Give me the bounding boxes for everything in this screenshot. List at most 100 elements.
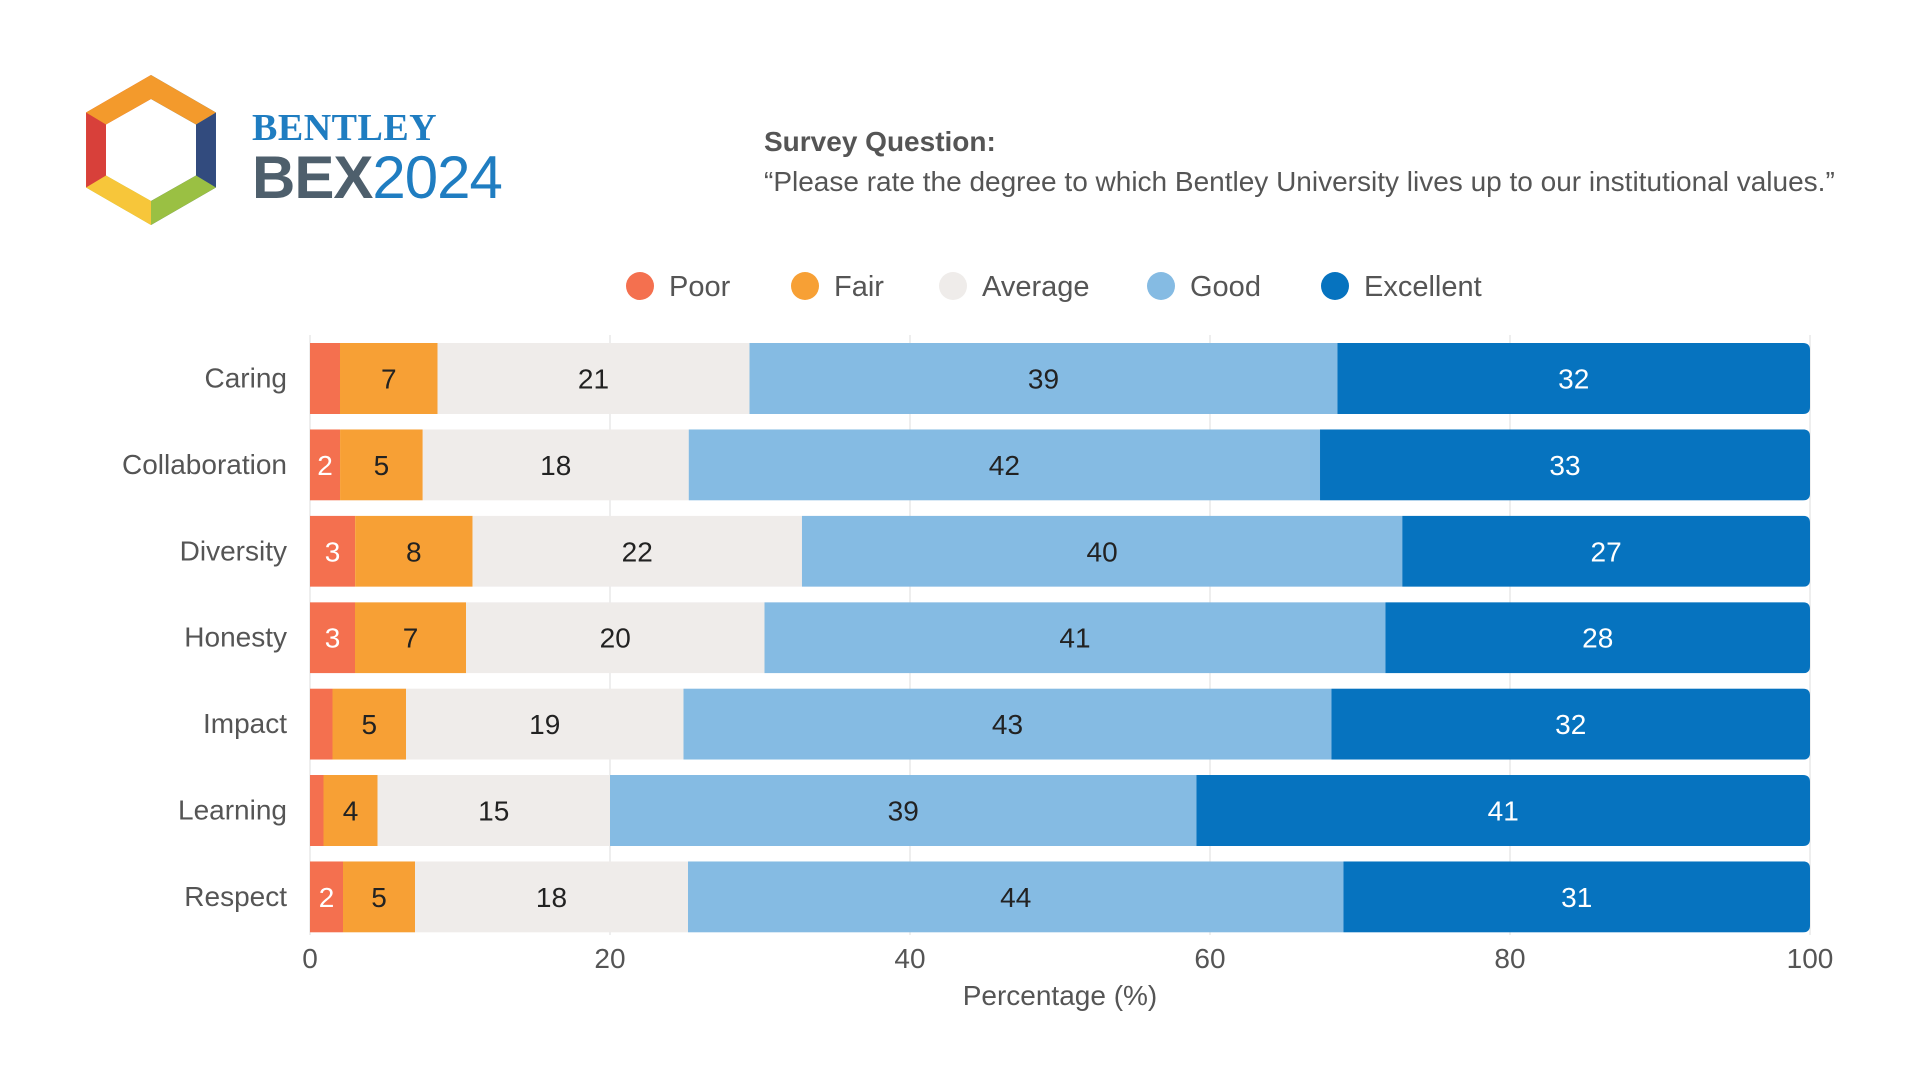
data-label: 2 bbox=[317, 450, 333, 481]
bar-segment-good bbox=[688, 861, 1344, 933]
data-label: 18 bbox=[540, 450, 571, 481]
data-label: 2 bbox=[319, 882, 335, 913]
legend-swatch-fair bbox=[791, 272, 819, 300]
bar-segment-average bbox=[377, 775, 610, 846]
bar-segment-poor bbox=[310, 429, 341, 501]
data-label: 33 bbox=[1549, 450, 1580, 481]
data-label: 7 bbox=[381, 364, 397, 395]
bar-segment-average bbox=[466, 602, 765, 674]
bar-segment-poor bbox=[310, 688, 333, 760]
bar-segment-poor bbox=[310, 861, 343, 933]
x-tick-label: 20 bbox=[594, 943, 625, 974]
legend-label-poor: Poor bbox=[669, 271, 731, 303]
bar-segment-excellent bbox=[1196, 775, 1810, 846]
data-label: 40 bbox=[1087, 536, 1118, 567]
brand-year: 2024 bbox=[372, 144, 502, 211]
data-label: 18 bbox=[536, 882, 567, 913]
bar-segment-poor bbox=[310, 343, 340, 414]
data-label: 3 bbox=[325, 623, 341, 654]
data-label: 20 bbox=[600, 623, 631, 654]
bar-row-diversity bbox=[310, 515, 1810, 587]
bar-segment-good bbox=[688, 429, 1321, 501]
bar-segment-fair bbox=[323, 775, 378, 846]
bar-segment-excellent bbox=[1402, 515, 1810, 587]
data-label: 41 bbox=[1488, 796, 1519, 827]
legend-label-excellent: Excellent bbox=[1364, 271, 1482, 303]
bar-segment-good bbox=[764, 602, 1386, 674]
bar-segment-fair bbox=[340, 343, 438, 414]
legend-label-average: Average bbox=[982, 271, 1090, 303]
bar-row-collaboration bbox=[310, 429, 1810, 501]
x-tick-label: 60 bbox=[1194, 943, 1225, 974]
legend-swatch-good bbox=[1147, 272, 1175, 300]
category-label: Honesty bbox=[184, 622, 287, 653]
data-label: 5 bbox=[374, 450, 390, 481]
data-label: 39 bbox=[888, 796, 919, 827]
data-label: 8 bbox=[406, 536, 422, 567]
bar-segment-fair bbox=[355, 515, 473, 587]
data-label: 7 bbox=[403, 623, 419, 654]
legend-swatch-average bbox=[939, 272, 967, 300]
survey-title: Survey Question: bbox=[764, 126, 996, 157]
bar-segment-average bbox=[406, 688, 684, 760]
bar-segment-average bbox=[472, 515, 802, 587]
bar-row-honesty bbox=[310, 602, 1810, 674]
data-label: 21 bbox=[578, 364, 609, 395]
survey-question-text: “Please rate the degree to which Bentley… bbox=[764, 166, 1835, 197]
data-label: 27 bbox=[1591, 536, 1622, 567]
bar-segment-poor bbox=[310, 515, 356, 587]
bar-segment-fair bbox=[332, 688, 406, 760]
legend-swatch-poor bbox=[626, 272, 654, 300]
bar-segment-excellent bbox=[1331, 688, 1810, 760]
bex-logo bbox=[86, 75, 216, 225]
bar-segment-good bbox=[610, 775, 1197, 846]
bar-segment-fair bbox=[340, 429, 423, 501]
bar-segment-fair bbox=[355, 602, 466, 674]
data-label: 32 bbox=[1558, 364, 1589, 395]
category-label: Learning bbox=[178, 795, 287, 826]
data-label: 28 bbox=[1582, 623, 1613, 654]
category-label: Impact bbox=[203, 708, 287, 739]
bar-row-learning bbox=[310, 775, 1810, 846]
x-axis-title: Percentage (%) bbox=[963, 980, 1158, 1011]
category-label: Caring bbox=[205, 363, 287, 394]
brand-bottom: BEX2024 bbox=[252, 148, 503, 208]
data-label: 41 bbox=[1059, 623, 1090, 654]
bar-segment-excellent bbox=[1385, 602, 1810, 674]
data-label: 31 bbox=[1561, 882, 1592, 913]
legend-label-good: Good bbox=[1190, 271, 1261, 303]
bar-segment-excellent bbox=[1337, 343, 1810, 414]
category-label: Collaboration bbox=[122, 449, 287, 480]
data-label: 15 bbox=[478, 796, 509, 827]
data-label: 5 bbox=[371, 882, 387, 913]
bar-row-respect bbox=[310, 861, 1810, 933]
legend-swatch-excellent bbox=[1321, 272, 1349, 300]
bar-segment-average bbox=[422, 429, 689, 501]
data-label: 44 bbox=[1000, 882, 1031, 913]
data-label: 43 bbox=[992, 709, 1023, 740]
x-tick-label: 100 bbox=[1787, 943, 1834, 974]
data-label: 22 bbox=[622, 536, 653, 567]
bar-segment-good bbox=[749, 343, 1338, 414]
bar-segment-average bbox=[437, 343, 750, 414]
bar-row-impact bbox=[310, 688, 1810, 760]
bar-segment-good bbox=[683, 688, 1332, 760]
bar-segment-poor bbox=[310, 602, 355, 674]
category-label: Diversity bbox=[180, 535, 287, 566]
data-label: 39 bbox=[1028, 364, 1059, 395]
bar-segment-excellent bbox=[1320, 429, 1810, 501]
x-tick-label: 80 bbox=[1494, 943, 1525, 974]
data-label: 5 bbox=[361, 709, 377, 740]
bar-segment-good bbox=[801, 515, 1403, 587]
bar-segment-excellent bbox=[1343, 861, 1810, 933]
x-tick-label: 0 bbox=[302, 943, 318, 974]
data-label: 19 bbox=[529, 709, 560, 740]
bar-row-caring bbox=[310, 343, 1810, 414]
data-label: 32 bbox=[1555, 709, 1586, 740]
brand-top: BENTLEY bbox=[252, 107, 438, 149]
bar-segment-poor bbox=[310, 775, 324, 846]
logo-segment-orange bbox=[86, 75, 216, 125]
data-label: 3 bbox=[325, 536, 341, 567]
x-tick-label: 40 bbox=[894, 943, 925, 974]
